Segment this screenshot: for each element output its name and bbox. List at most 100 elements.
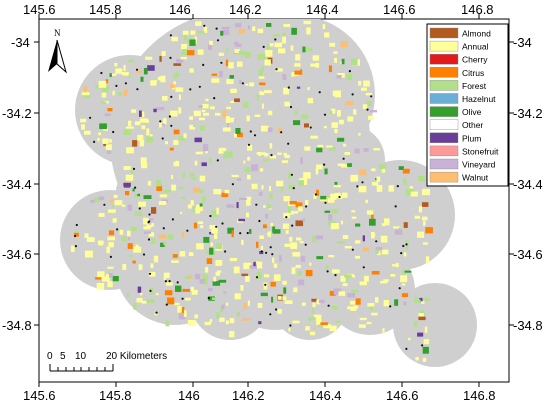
land-use-patch [331,122,338,128]
sample-point [402,244,405,248]
land-use-patch [263,90,272,94]
land-use-patch [202,144,209,152]
land-use-patch [277,152,282,155]
land-use-patch [293,287,298,293]
land-use-patch [211,297,216,300]
land-use-patch [376,176,381,182]
land-use-patch [164,290,173,296]
land-use-patch [103,128,108,131]
sample-point [351,248,354,251]
land-use-patch [358,81,362,86]
land-use-patch [138,201,146,207]
land-use-patch [241,273,249,277]
land-use-patch [172,254,178,258]
land-use-patch [137,286,142,293]
land-use-patch [398,166,404,170]
land-use-patch [316,318,322,325]
sample-point [168,280,171,283]
land-use-patch [226,106,231,110]
land-use-patch [376,185,383,192]
land-use-patch [193,187,200,193]
land-use-patch [136,297,143,303]
land-use-patch [303,20,312,25]
land-use-patch [98,196,105,201]
land-use-patch [403,301,407,306]
land-use-patch [279,254,282,262]
land-use-patch [336,241,345,244]
y-tick-label: -34.2 [513,106,543,121]
land-use-patch [148,271,156,277]
land-use-patch [369,218,376,226]
sample-point [74,234,77,238]
land-use-patch [211,73,218,76]
land-use-patch [414,299,421,304]
land-use-patch [306,47,313,52]
legend-label-forest: Forest [462,81,487,91]
land-use-patch [364,275,369,282]
land-use-patch [95,277,102,280]
land-use-patch [190,200,194,206]
land-use-patch [211,210,218,217]
land-use-patch [292,320,300,324]
land-use-patch [400,275,408,283]
land-use-patch [273,274,281,281]
land-use-patch [253,261,256,267]
land-use-patch [315,63,320,68]
land-use-patch [283,87,290,95]
land-use-patch [85,250,93,258]
land-use-patch [402,269,405,275]
land-use-patch [204,321,211,326]
land-use-patch [163,272,170,278]
land-use-patch [288,172,291,180]
x-tick-label: 146.4 [309,388,342,403]
sample-point [275,68,278,71]
land-use-patch [107,266,114,269]
land-use-patch [150,80,157,86]
land-use-patch [330,223,339,230]
land-use-patch [135,244,139,249]
land-use-patch [209,225,217,230]
legend-label-olive: Olive [462,107,482,117]
land-use-patch [351,216,357,219]
sample-point [305,205,308,208]
x-axis-bottom-labels: 145.6 145.8 146 146.2 146.4 146.6 146.8 [23,388,496,403]
land-use-patch [99,123,107,129]
land-use-patch [273,263,278,268]
land-use-patch [312,235,317,242]
land-use-patch [173,81,176,85]
land-use-patch [139,292,143,296]
land-use-patch [334,192,341,198]
x-tick-label: 145.6 [23,388,56,403]
sample-point [213,97,216,100]
land-use-patch [359,317,367,321]
land-use-patch [97,271,105,278]
land-use-patch [94,197,101,202]
land-use-patch [180,56,187,60]
land-use-patch [327,198,335,203]
land-use-patch [123,238,126,242]
sample-point [327,304,330,307]
sample-point [361,181,364,184]
land-use-patch [369,303,373,311]
land-use-patch [227,227,234,234]
sample-point [181,297,184,300]
land-use-patch [139,118,148,123]
land-use-patch [388,185,394,192]
land-use-patch [221,26,230,30]
land-use-patch [324,168,328,175]
land-use-patch [237,132,243,138]
land-use-patch [242,318,250,321]
land-use-patch [342,283,348,287]
legend-label-almond: Almond [462,29,491,39]
land-use-patch [403,252,407,257]
sample-point [269,313,272,316]
land-use-patch [105,79,109,84]
land-use-patch [295,202,303,208]
land-use-patch [185,297,191,301]
legend-swatch-plum [429,132,459,144]
land-use-patch [340,275,346,282]
land-use-patch [234,293,241,300]
land-use-patch [313,327,316,330]
land-use-patch [340,41,348,48]
sample-point [115,84,118,87]
